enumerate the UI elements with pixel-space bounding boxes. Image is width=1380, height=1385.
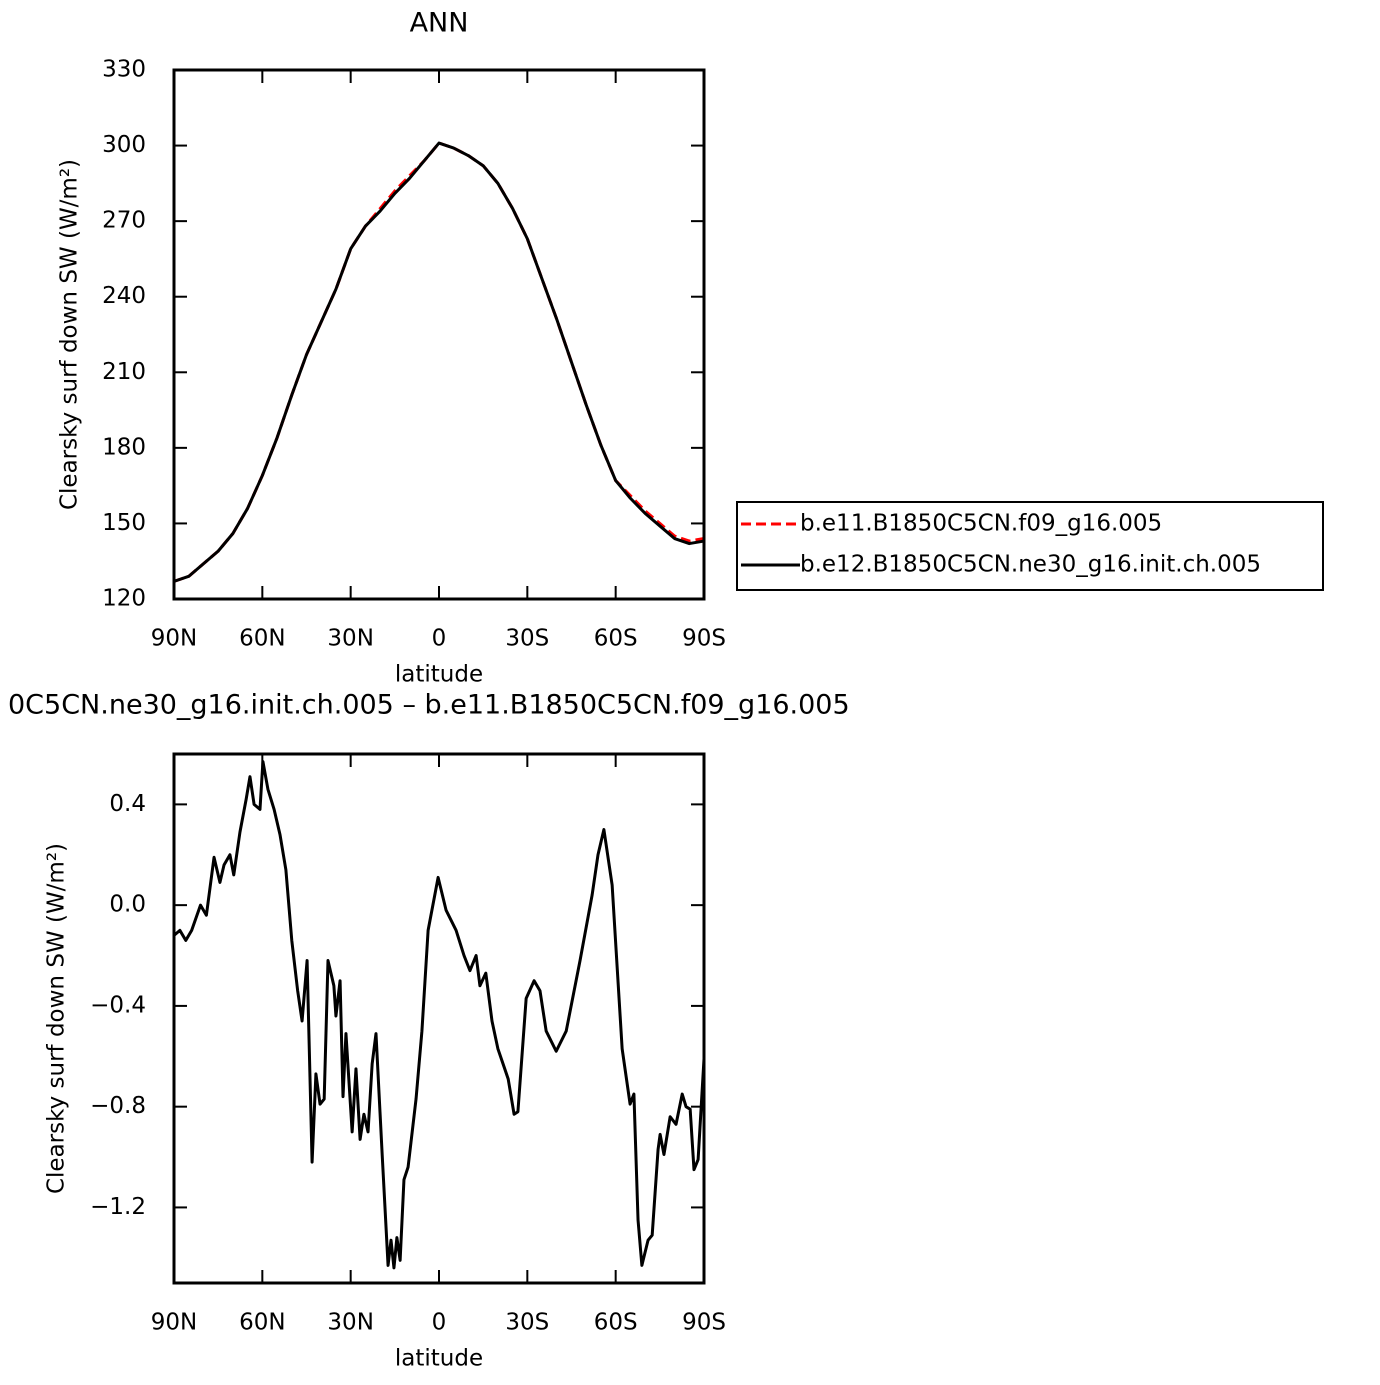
x-tick-label: 30N	[327, 1310, 373, 1336]
chart-title: 0C5CN.ne30_g16.init.ch.005 – b.e11.B1850…	[8, 690, 850, 721]
x-tick-label: 60N	[239, 626, 285, 652]
x-tick-label: 0	[432, 1310, 447, 1336]
data-line	[173, 141, 705, 583]
y-tick-label: 240	[102, 283, 146, 309]
y-tick-label: 330	[102, 57, 146, 83]
y-tick-label: 0.0	[109, 892, 146, 918]
x-tick-label: 90S	[682, 1310, 726, 1336]
chart-title: ANN	[410, 8, 469, 39]
x-tick-label: 60S	[594, 1310, 638, 1336]
data-line	[173, 141, 705, 583]
y-tick-label: −1.2	[90, 1194, 146, 1220]
x-tick-label: 30S	[505, 626, 549, 652]
y-tick-label: −0.8	[90, 1093, 146, 1119]
legend-box	[736, 501, 1324, 591]
x-tick-label: 60S	[594, 626, 638, 652]
x-tick-label: 90N	[151, 1310, 197, 1336]
plot-frame	[172, 68, 706, 601]
y-axis-label: Clearsky surf down SW (W/m²)	[44, 843, 70, 1194]
x-tick-label: 90S	[682, 626, 726, 652]
y-tick-label: 300	[102, 132, 146, 158]
x-axis-label: latitude	[395, 1346, 483, 1372]
legend-label: b.e11.B1850C5CN.f09_g16.005	[800, 511, 1162, 537]
y-tick-label: 180	[102, 434, 146, 460]
x-tick-label: 90N	[151, 626, 197, 652]
legend-label: b.e12.B1850C5CN.ne30_g16.init.ch.005	[800, 552, 1261, 578]
x-tick-label: 30N	[327, 626, 373, 652]
data-line	[173, 760, 706, 1270]
x-tick-label: 30S	[505, 1310, 549, 1336]
y-tick-label: 120	[102, 586, 146, 612]
plot-frame	[172, 752, 706, 1285]
y-tick-label: 270	[102, 208, 146, 234]
x-tick-label: 60N	[239, 1310, 285, 1336]
y-tick-label: 150	[102, 510, 146, 536]
y-tick-label: −0.4	[90, 992, 146, 1018]
y-tick-label: 210	[102, 359, 146, 385]
x-axis-label: latitude	[395, 662, 483, 688]
y-tick-label: 0.4	[109, 791, 146, 817]
x-tick-label: 0	[432, 626, 447, 652]
y-axis-label: Clearsky surf down SW (W/m²)	[57, 159, 83, 510]
